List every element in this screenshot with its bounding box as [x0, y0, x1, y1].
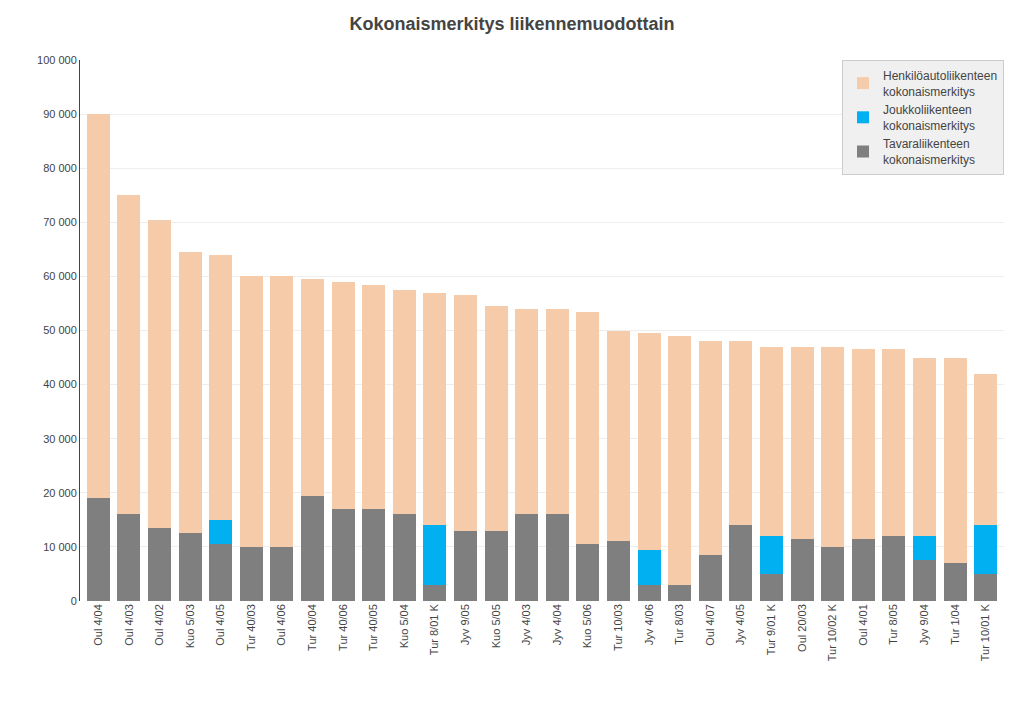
- svg-text:60 000: 60 000: [43, 270, 77, 282]
- svg-text:10 000: 10 000: [43, 541, 77, 553]
- svg-text:Tur 40/04: Tur 40/04: [306, 604, 318, 651]
- svg-text:50 000: 50 000: [43, 324, 77, 336]
- svg-text:Tur 8/01 K: Tur 8/01 K: [428, 604, 440, 656]
- svg-text:Tur 8/05: Tur 8/05: [887, 604, 899, 645]
- svg-text:Tur 8/03: Tur 8/03: [673, 604, 685, 645]
- svg-text:Tur 1/04: Tur 1/04: [949, 604, 961, 645]
- svg-text:Tur 40/06: Tur 40/06: [337, 604, 349, 651]
- svg-text:Jyv 4/03: Jyv 4/03: [520, 604, 532, 645]
- svg-text:Oul 4/04: Oul 4/04: [92, 604, 104, 646]
- svg-text:Tur 10/02 K: Tur 10/02 K: [826, 604, 838, 662]
- svg-text:Oul 20/03: Oul 20/03: [796, 604, 808, 652]
- svg-text:Kokonaismerkitys liikennemuodo: Kokonaismerkitys liikennemuodottain: [349, 14, 674, 34]
- svg-text:70 000: 70 000: [43, 216, 77, 228]
- svg-text:90 000: 90 000: [43, 108, 77, 120]
- svg-text:Jyv 9/05: Jyv 9/05: [459, 604, 471, 645]
- svg-text:Oul 4/02: Oul 4/02: [153, 604, 165, 646]
- svg-text:Jyv 4/05: Jyv 4/05: [734, 604, 746, 645]
- svg-text:Kuo 5/06: Kuo 5/06: [581, 604, 593, 648]
- svg-text:40 000: 40 000: [43, 378, 77, 390]
- svg-text:Tur 10/03: Tur 10/03: [612, 604, 624, 651]
- svg-text:Kuo 5/04: Kuo 5/04: [398, 604, 410, 648]
- svg-text:Henkilöautoliikenteenkokonaism: Henkilöautoliikenteenkokonaismerkitys: [883, 69, 997, 99]
- svg-text:30 000: 30 000: [43, 433, 77, 445]
- svg-text:0: 0: [71, 595, 77, 607]
- svg-text:Joukkoliikenteenkokonaismerkit: Joukkoliikenteenkokonaismerkitys: [883, 103, 975, 133]
- svg-text:80 000: 80 000: [43, 162, 77, 174]
- svg-text:Jyv 4/04: Jyv 4/04: [551, 604, 563, 645]
- svg-text:Tur 9/01 K: Tur 9/01 K: [765, 604, 777, 656]
- svg-text:Tur 40/05: Tur 40/05: [367, 604, 379, 651]
- svg-text:Jyv 9/04: Jyv 9/04: [918, 604, 930, 645]
- svg-text:Oul 4/06: Oul 4/06: [276, 604, 288, 646]
- svg-text:Jyv 4/06: Jyv 4/06: [643, 604, 655, 645]
- svg-text:Kuo 5/03: Kuo 5/03: [184, 604, 196, 648]
- svg-text:Oul 4/07: Oul 4/07: [704, 604, 716, 646]
- svg-text:Oul 4/03: Oul 4/03: [123, 604, 135, 646]
- svg-text:Kuo 5/05: Kuo 5/05: [490, 604, 502, 648]
- svg-text:Tur 40/03: Tur 40/03: [245, 604, 257, 651]
- svg-text:Oul 4/01: Oul 4/01: [857, 604, 869, 646]
- svg-text:Oul 4/05: Oul 4/05: [214, 604, 226, 646]
- svg-text:Tavaraliikenteenkokonaismerkit: Tavaraliikenteenkokonaismerkitys: [883, 137, 975, 167]
- svg-text:20 000: 20 000: [43, 487, 77, 499]
- svg-text:100 000: 100 000: [37, 54, 77, 66]
- svg-text:Tur 10/01 K: Tur 10/01 K: [979, 604, 991, 662]
